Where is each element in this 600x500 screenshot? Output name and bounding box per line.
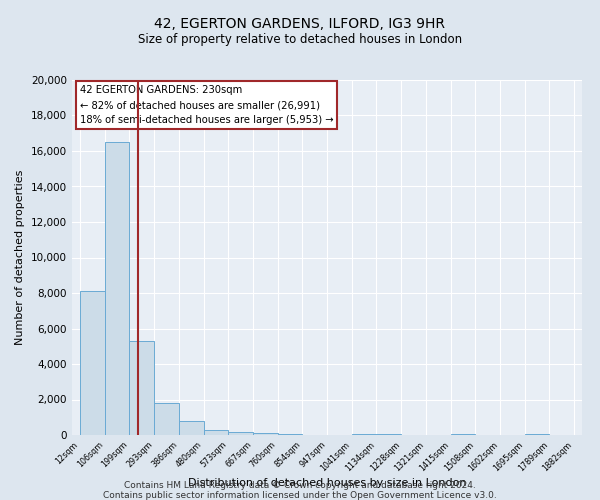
Bar [352,434,376,435]
Bar [376,434,401,435]
Text: Size of property relative to detached houses in London: Size of property relative to detached ho… [138,32,462,46]
Text: 42, EGERTON GARDENS, ILFORD, IG3 9HR: 42, EGERTON GARDENS, ILFORD, IG3 9HR [155,18,445,32]
Y-axis label: Number of detached properties: Number of detached properties [16,170,25,345]
Bar [524,434,550,435]
Bar [451,434,475,435]
Bar [130,341,154,435]
Bar [278,434,302,435]
Bar [105,142,130,435]
Bar [228,432,253,435]
Text: 42 EGERTON GARDENS: 230sqm
← 82% of detached houses are smaller (26,991)
18% of : 42 EGERTON GARDENS: 230sqm ← 82% of deta… [80,86,333,125]
Text: Contains HM Land Registry data © Crown copyright and database right 2024.: Contains HM Land Registry data © Crown c… [124,481,476,490]
Bar [253,433,278,435]
Text: Contains public sector information licensed under the Open Government Licence v3: Contains public sector information licen… [103,491,497,500]
Bar [80,291,105,435]
X-axis label: Distribution of detached houses by size in London: Distribution of detached houses by size … [188,478,466,488]
Bar [179,421,203,435]
Bar [154,403,179,435]
Bar [203,430,228,435]
